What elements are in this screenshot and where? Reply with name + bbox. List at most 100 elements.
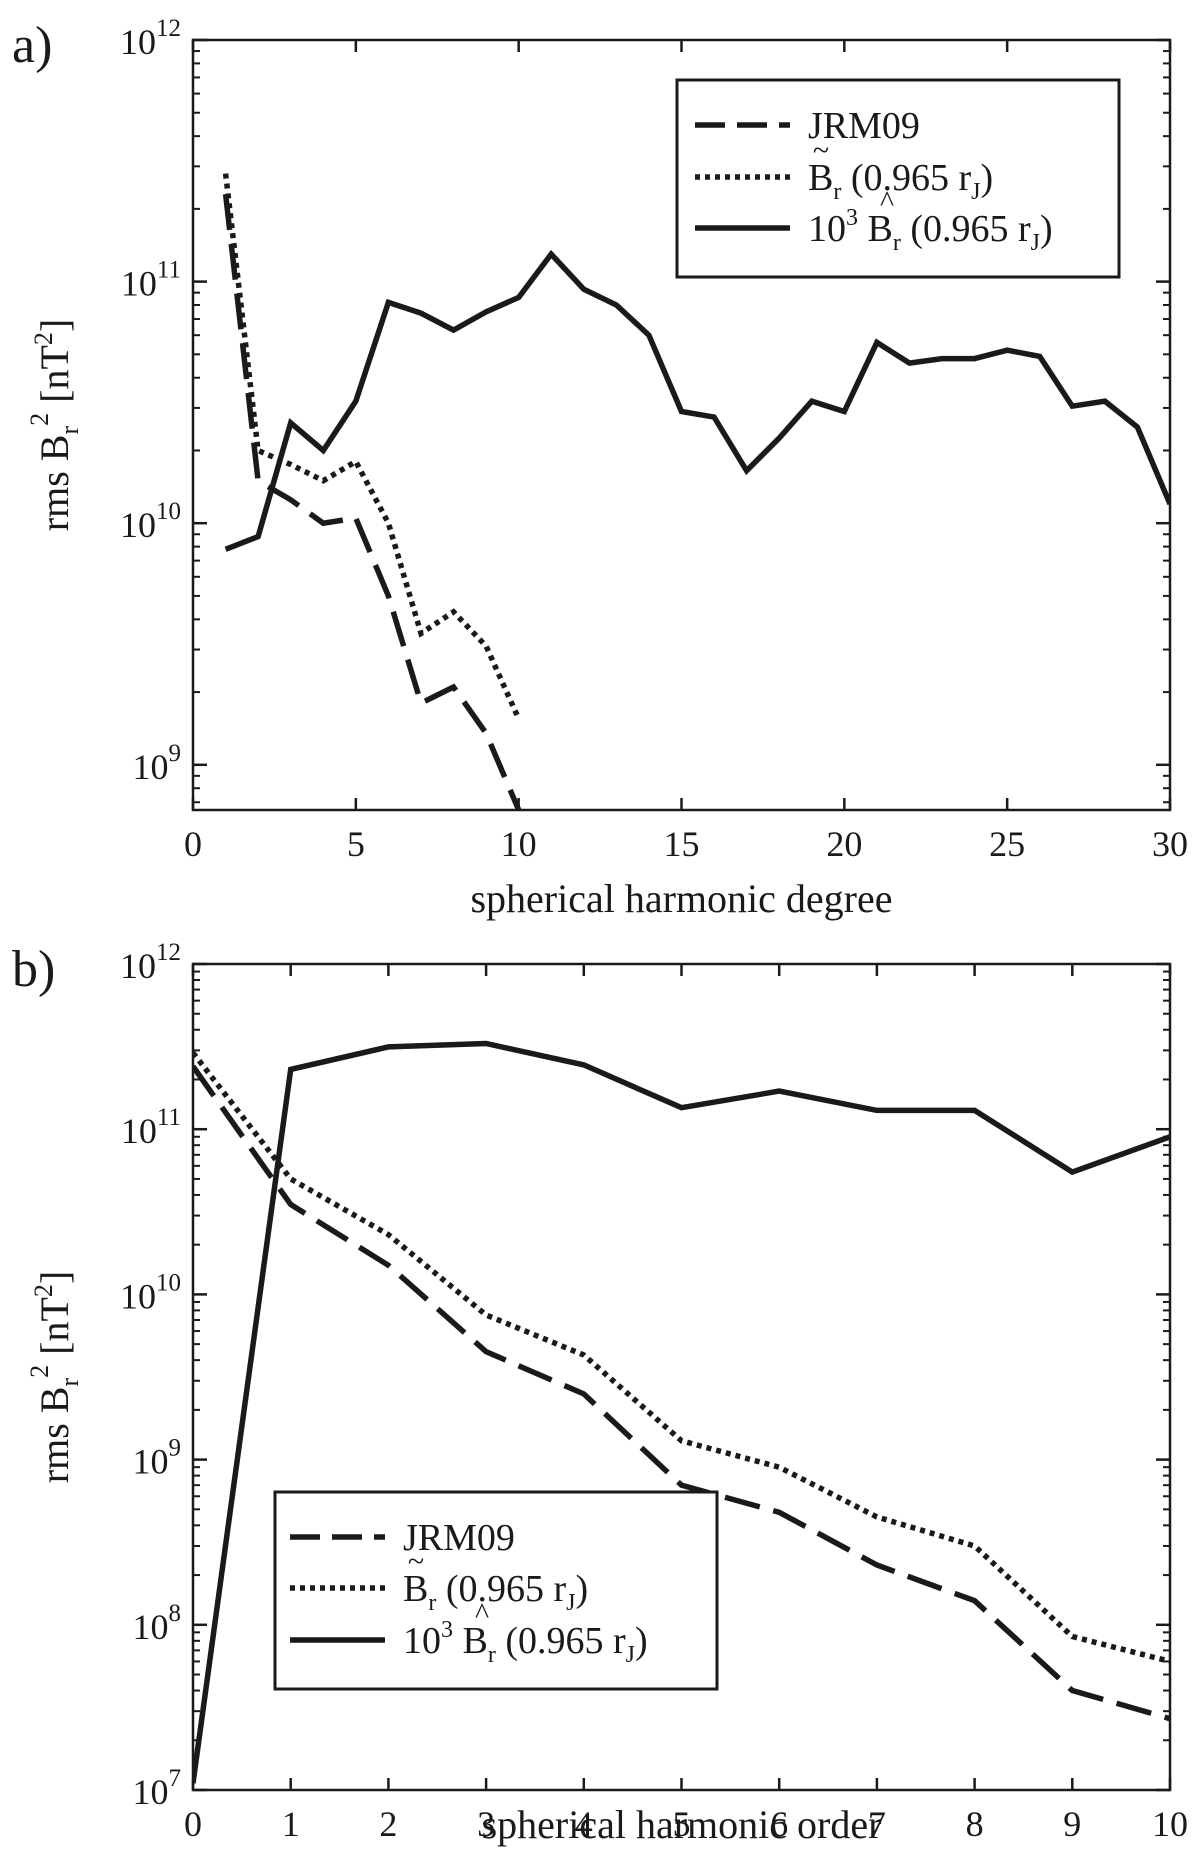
- y-tick-label: 108: [133, 1600, 182, 1647]
- y-label-unit-sup: 2: [29, 332, 58, 345]
- legend-entry: Br (0.965 rJ): [403, 1568, 588, 1616]
- legend-close: ): [1040, 208, 1053, 250]
- y-label-text: rms B: [32, 435, 77, 532]
- legend-close: ): [635, 1620, 648, 1662]
- y-label-sup: 2: [25, 1365, 54, 1378]
- x-tick-label: 2: [379, 1804, 397, 1844]
- legend-entry: Br (0.965 rJ): [808, 157, 993, 205]
- y-label-text: rms B: [32, 1387, 77, 1484]
- legend-paren-sub: J: [626, 1642, 635, 1668]
- y-tick-exponent: 12: [156, 15, 181, 42]
- x-tick-label: 25: [989, 824, 1025, 864]
- legend-prefix: 10: [808, 208, 846, 250]
- legend-accent: ^: [475, 1597, 489, 1630]
- y-tick-label: 1012: [120, 15, 181, 62]
- x-tick-label: 3: [477, 1804, 495, 1844]
- y-label-unit: [nT: [32, 1297, 77, 1365]
- x-tick-label: 10: [1152, 1804, 1188, 1844]
- legend-symbol: B: [403, 1568, 428, 1610]
- legend-paren-sub: J: [971, 179, 980, 205]
- y-tick-exponent: 12: [156, 939, 181, 966]
- y-label-unit: [nT: [32, 345, 77, 413]
- series-line-dashed: [222, 193, 522, 810]
- legend-label: JRM09: [808, 105, 920, 147]
- y-tick-exponent: 8: [169, 1600, 182, 1627]
- y-tick-label: 109: [133, 1435, 182, 1482]
- x-tick-label: 1: [282, 1804, 300, 1844]
- panel-label: b): [12, 941, 55, 998]
- legend-box: [273, 1490, 719, 1691]
- y-label-sub: r: [55, 426, 84, 435]
- legend-space: [858, 208, 868, 250]
- legend-symbol: B: [808, 157, 833, 199]
- y-axis-label: rms Br2 [nT2]: [25, 1271, 84, 1483]
- legend-label: JRM09: [403, 1517, 515, 1559]
- legend-symbol-sub: r: [833, 179, 841, 205]
- legend-symbol-sub: r: [488, 1642, 496, 1668]
- legend-symbol-sub: r: [428, 1590, 436, 1616]
- x-tick-label: 7: [868, 1804, 886, 1844]
- legend-symbol-sub: r: [893, 230, 901, 256]
- y-tick-label: 107: [133, 1765, 182, 1812]
- y-tick-exponent: 11: [157, 257, 181, 284]
- legend-close: ): [981, 157, 994, 199]
- x-tick-label: 10: [501, 824, 537, 864]
- legend-accent: ~: [408, 1545, 424, 1578]
- y-tick-label: 1011: [121, 1104, 181, 1151]
- y-label-unit-sup: 2: [29, 1284, 58, 1297]
- legend-accent: ~: [813, 134, 829, 167]
- legend-paren-sub: J: [566, 1590, 575, 1616]
- legend-paren: (0.965 r: [901, 208, 1031, 250]
- x-tick-label: 4: [575, 1804, 593, 1844]
- legend-symbol: B: [463, 1620, 488, 1662]
- series-line-solid: [224, 249, 1170, 552]
- x-tick-label: 6: [770, 1804, 788, 1844]
- x-tick-label: 8: [966, 1804, 984, 1844]
- legend-entry: JRM09: [403, 1517, 515, 1559]
- y-label-unit-close: ]: [32, 319, 77, 332]
- y-tick-exponent: 10: [156, 1269, 181, 1296]
- x-tick-label: 5: [673, 1804, 691, 1844]
- y-tick-label: 109: [133, 740, 182, 787]
- x-tick-label: 0: [184, 1804, 202, 1844]
- series-line-dotted: [193, 1051, 1170, 1665]
- legend-entry: JRM09: [808, 105, 920, 147]
- y-axis-label: rms Br2 [nT2]: [25, 319, 84, 531]
- series-line-dotted: [222, 173, 522, 720]
- legend-entry: 103 Br (0.965 rJ): [808, 205, 1053, 256]
- y-tick-base: 10: [133, 1442, 169, 1482]
- y-tick-base: 10: [133, 747, 169, 787]
- legend-box: [675, 78, 1121, 279]
- y-tick-label: 1010: [120, 1269, 181, 1316]
- y-tick-base: 10: [120, 946, 156, 986]
- y-tick-label: 1010: [120, 498, 181, 545]
- panel-label: a): [12, 17, 52, 74]
- y-tick-exponent: 9: [169, 1435, 182, 1462]
- legend-close: ): [576, 1568, 589, 1610]
- y-tick-base: 10: [121, 264, 157, 304]
- legend-paren-sub: J: [1031, 230, 1040, 256]
- legend-prefix-sup: 3: [441, 1617, 453, 1643]
- legend-space: [453, 1620, 463, 1662]
- y-tick-base: 10: [120, 505, 156, 545]
- legend-symbol: B: [868, 208, 893, 250]
- x-axis-label: spherical harmonic degree: [470, 876, 892, 921]
- x-tick-label: 5: [347, 824, 365, 864]
- y-tick-base: 10: [133, 1607, 169, 1647]
- series-line-dashed: [193, 1064, 1170, 1722]
- x-tick-label: 30: [1152, 824, 1188, 864]
- legend-paren: (0.965 r: [841, 157, 971, 199]
- series-line-solid: [193, 1040, 1170, 1784]
- y-label-sub: r: [55, 1378, 84, 1387]
- y-tick-base: 10: [121, 1111, 157, 1151]
- y-tick-exponent: 10: [156, 498, 181, 525]
- legend-prefix-sup: 3: [846, 205, 858, 231]
- legend-prefix: 10: [403, 1620, 441, 1662]
- y-label-unit-close: ]: [32, 1271, 77, 1284]
- y-tick-base: 10: [120, 22, 156, 62]
- y-tick-exponent: 11: [157, 1104, 181, 1131]
